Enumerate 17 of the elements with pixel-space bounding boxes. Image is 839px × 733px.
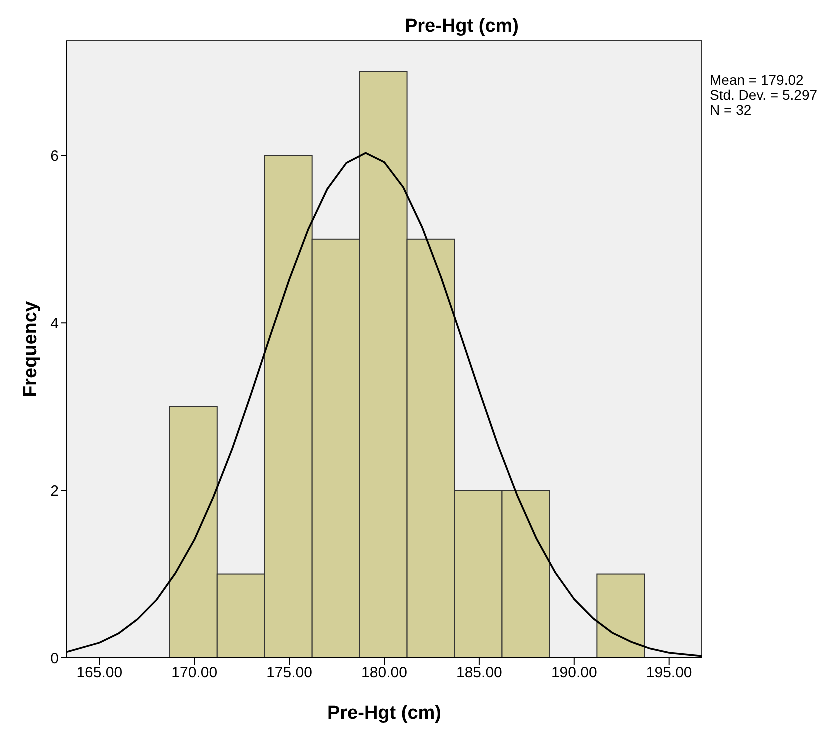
y-tick-label: 4 [50, 315, 59, 332]
y-tick-label: 2 [50, 482, 59, 500]
x-tick-label: 190.00 [551, 664, 598, 682]
text: Mean = 179.02 [710, 72, 804, 88]
text: Std. Dev. = 5.297 [710, 87, 818, 103]
x-tick-label: 195.00 [646, 664, 692, 682]
chart-title: Pre-Hgt (cm) [404, 16, 520, 37]
y-tick-label: 6 [50, 148, 59, 166]
x-tick-label: 185.00 [456, 664, 502, 682]
x-tick-label: 180.00 [362, 664, 408, 682]
x-tick-label: 165.00 [76, 664, 123, 682]
x-axis-title: Pre-Hgt (cm) [327, 703, 442, 724]
y-tick-label: 0 [50, 650, 59, 668]
x-tick-label: 170.00 [172, 664, 218, 682]
y-axis-title: Frequency [20, 301, 42, 398]
x-tick-label: 175.00 [266, 664, 312, 682]
text: N = 32 [710, 102, 752, 118]
